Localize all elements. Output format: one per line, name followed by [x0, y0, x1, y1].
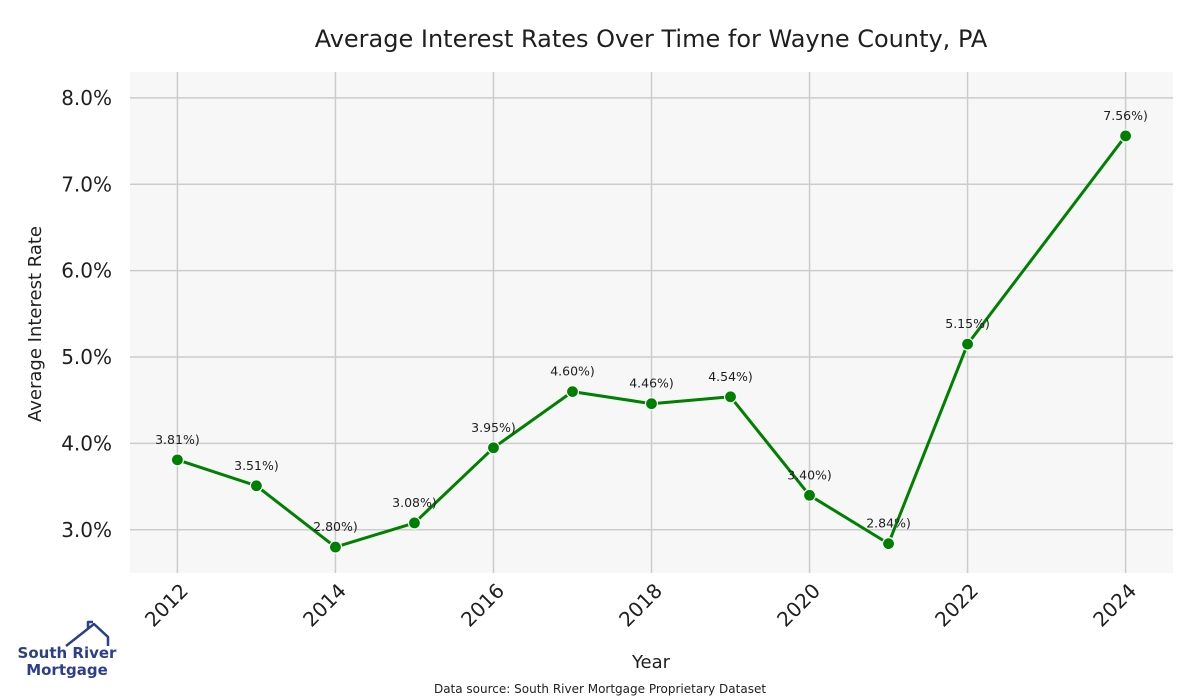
x-tick-label: 2020	[772, 579, 825, 632]
y-tick-label: 8.0%	[61, 86, 112, 110]
x-tick-label: 2014	[298, 579, 351, 632]
series-layer	[170, 129, 1133, 554]
logo-line-1: South River	[18, 644, 118, 662]
data-label: 4.60%)	[550, 364, 595, 379]
y-tick-label: 4.0%	[61, 431, 112, 455]
data-label: 3.81%)	[155, 432, 200, 447]
data-point	[486, 441, 501, 455]
data-point	[249, 479, 264, 493]
x-tick-label: 2016	[456, 579, 509, 632]
house-roof-icon	[65, 620, 110, 647]
data-point	[723, 390, 738, 404]
series-line	[176, 134, 1127, 549]
chart-title: Average Interest Rates Over Time for Way…	[315, 25, 988, 53]
x-tick-label: 2022	[930, 579, 983, 632]
y-axis: 3.0% 4.0% 5.0% 6.0% 7.0% 8.0%	[61, 86, 112, 542]
data-label: 4.54%)	[708, 369, 753, 384]
data-point	[170, 453, 185, 467]
company-logo: South River Mortgage	[18, 620, 118, 679]
data-label: 7.56%)	[1103, 108, 1148, 123]
data-label: 5.15%)	[945, 316, 990, 331]
x-tick-label: 2018	[614, 579, 667, 632]
y-tick-label: 3.0%	[61, 518, 112, 542]
data-point	[328, 540, 343, 554]
data-label: 2.84%)	[866, 516, 911, 531]
y-axis-label: Average Interest Rate	[25, 226, 46, 422]
logo-line-2: Mortgage	[26, 661, 108, 679]
data-label: 3.95%)	[471, 420, 516, 435]
data-label: 2.80%)	[313, 519, 358, 534]
data-point	[960, 337, 975, 351]
x-axis: 2012 2014 2016 2018 2020 2022 2024	[140, 579, 1141, 632]
x-tick-label: 2024	[1088, 579, 1141, 632]
data-label: 3.40%)	[787, 467, 832, 482]
data-labels: 3.81%) 3.51%) 2.80%) 3.08%) 3.95%) 4.60%) 4.46…	[155, 108, 1148, 534]
y-tick-label: 5.0%	[61, 345, 112, 369]
data-point	[1118, 129, 1133, 143]
data-point	[565, 385, 580, 399]
data-label: 3.08%)	[392, 495, 437, 510]
y-tick-label: 6.0%	[61, 259, 112, 283]
data-point	[802, 488, 817, 502]
y-tick-label: 7.0%	[61, 172, 112, 196]
data-label: 4.46%)	[629, 376, 674, 391]
data-source-note: Data source: South River Mortgage Propri…	[434, 682, 766, 696]
x-axis-label: Year	[631, 652, 671, 673]
x-tick-label: 2012	[140, 579, 193, 632]
data-point	[881, 537, 896, 551]
data-label: 3.51%)	[234, 458, 279, 473]
data-point	[644, 397, 659, 411]
data-point	[407, 516, 422, 530]
